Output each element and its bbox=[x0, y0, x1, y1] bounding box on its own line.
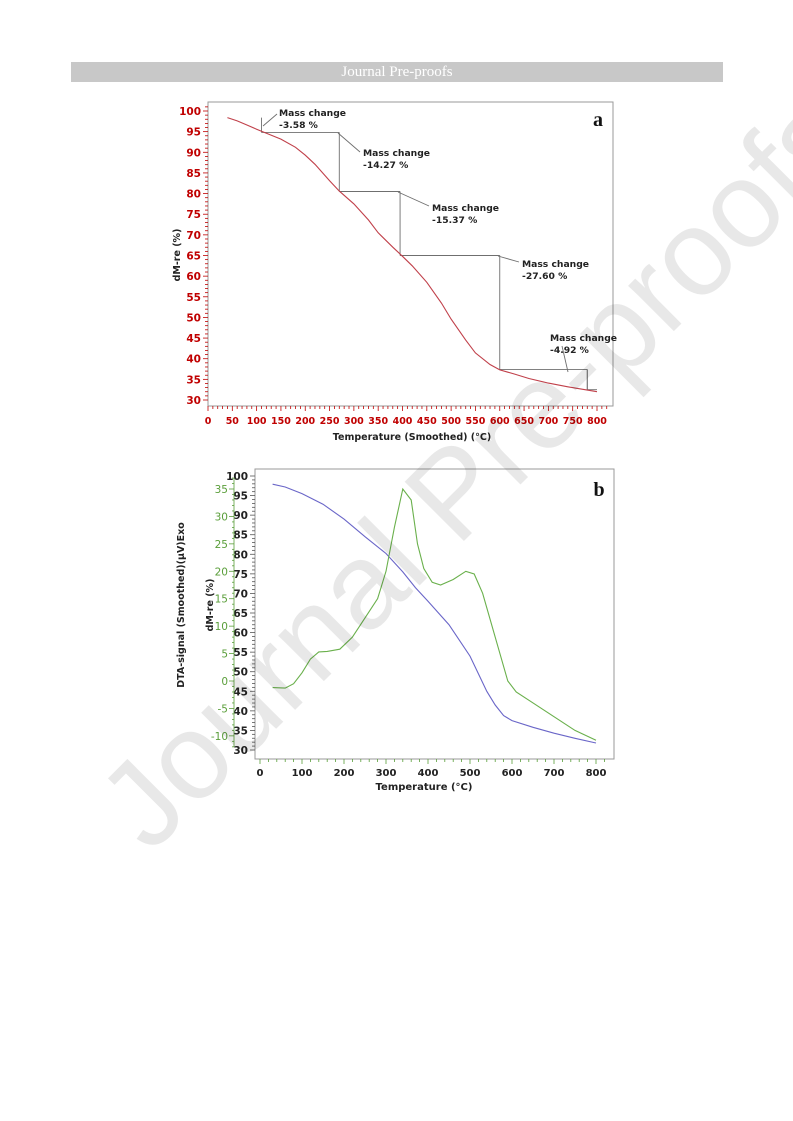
annotation-value: -27.60 % bbox=[522, 271, 567, 282]
x-tick-label: 300 bbox=[376, 768, 397, 779]
dm-y-tick-label: 100 bbox=[226, 471, 248, 483]
x-tick-label: 750 bbox=[563, 416, 583, 427]
dta-y-tick-label: 5 bbox=[221, 649, 228, 661]
dm-y-tick-label: 75 bbox=[233, 569, 248, 581]
dta-y-tick-label: 25 bbox=[215, 539, 228, 551]
annotation-value: -15.37 % bbox=[432, 215, 477, 226]
x-tick-label: 200 bbox=[295, 416, 315, 427]
x-tick-label: 350 bbox=[368, 416, 388, 427]
x-tick-label: 100 bbox=[247, 416, 267, 427]
dm-y-tick-label: 50 bbox=[233, 667, 248, 679]
dta-y-tick-label: 20 bbox=[215, 566, 228, 578]
y-tick-label: 100 bbox=[179, 106, 201, 118]
y-tick-label: 90 bbox=[186, 147, 201, 159]
y-tick-label: 85 bbox=[186, 168, 201, 180]
x-tick-label: 0 bbox=[205, 416, 212, 427]
annotation-label: Mass change bbox=[522, 259, 589, 270]
x-tick-label: 450 bbox=[417, 416, 437, 427]
dm-y-tick-label: 80 bbox=[233, 549, 248, 561]
dm-mass-line bbox=[272, 483, 597, 744]
x-tick-label: 700 bbox=[544, 768, 565, 779]
x-axis-label: Temperature (°C) bbox=[376, 782, 473, 793]
x-tick-label: 600 bbox=[490, 416, 510, 427]
y-tick-label: 50 bbox=[186, 312, 201, 324]
journal-banner: Journal Pre-proofs bbox=[71, 62, 723, 82]
y-tick-label: 70 bbox=[186, 230, 201, 242]
dm-y-tick-label: 95 bbox=[233, 491, 248, 503]
y-tick-label: 75 bbox=[186, 209, 201, 221]
plot-frame bbox=[207, 101, 614, 407]
y-tick-label: 65 bbox=[186, 251, 201, 263]
x-tick-label: 100 bbox=[292, 768, 313, 779]
dta-signal-line bbox=[272, 487, 597, 741]
y-tick-label: 35 bbox=[186, 374, 201, 386]
x-tick-label: 250 bbox=[320, 416, 340, 427]
x-tick-label: 400 bbox=[418, 768, 439, 779]
x-tick-label: 50 bbox=[226, 416, 240, 427]
dm-y-tick-label: 90 bbox=[233, 510, 248, 522]
dm-y-tick-label: 60 bbox=[233, 628, 248, 640]
annotation-value: -3.58 % bbox=[279, 120, 318, 131]
panel-label: b bbox=[593, 479, 604, 501]
plot-frame bbox=[254, 468, 615, 760]
annotation-label: Mass change bbox=[279, 108, 346, 119]
dm-y-tick-label: 65 bbox=[233, 608, 248, 620]
dta-y-tick-label: -10 bbox=[211, 731, 228, 743]
dta-y-tick-label: 0 bbox=[221, 676, 228, 688]
x-tick-label: 550 bbox=[466, 416, 486, 427]
annotation-leader-line bbox=[397, 191, 430, 207]
x-tick-label: 800 bbox=[587, 416, 607, 427]
x-tick-label: 700 bbox=[538, 416, 558, 427]
dm-y-tick-label: 85 bbox=[233, 530, 248, 542]
annotation-leader-line bbox=[497, 255, 520, 263]
annotation-leader-line bbox=[262, 113, 278, 127]
y-tick-label: 55 bbox=[186, 292, 201, 304]
annotation-leader-line bbox=[337, 132, 361, 153]
dta-y-tick-label: 10 bbox=[215, 621, 228, 633]
dm-y-tick-label: 35 bbox=[233, 725, 248, 737]
x-tick-label: 600 bbox=[502, 768, 523, 779]
dm-y-tick-label: 55 bbox=[233, 647, 248, 659]
dta-y-tick-label: 15 bbox=[215, 594, 228, 606]
annotation-label: Mass change bbox=[550, 333, 617, 344]
panel-label: a bbox=[593, 109, 603, 131]
dta-y-tick-label: 35 bbox=[215, 484, 228, 496]
x-tick-label: 800 bbox=[586, 768, 607, 779]
dta-y-tick-label: -5 bbox=[218, 703, 228, 715]
x-tick-label: 500 bbox=[460, 768, 481, 779]
x-tick-label: 500 bbox=[441, 416, 461, 427]
annotation-label: Mass change bbox=[432, 203, 499, 214]
y-tick-label: 80 bbox=[186, 189, 201, 201]
dm-y-tick-label: 40 bbox=[233, 706, 248, 718]
tga-mass-line bbox=[227, 117, 598, 393]
y-tick-label: 30 bbox=[186, 395, 201, 407]
x-tick-label: 650 bbox=[514, 416, 534, 427]
annotation-leader-line bbox=[561, 345, 569, 373]
x-tick-label: 300 bbox=[344, 416, 364, 427]
dm-y-tick-label: 70 bbox=[233, 588, 248, 600]
x-tick-label: 200 bbox=[334, 768, 355, 779]
dm-y-tick-label: 30 bbox=[233, 745, 248, 757]
y-tick-label: 45 bbox=[186, 333, 201, 345]
dm-y-tick-label: 45 bbox=[233, 686, 248, 698]
annotation-label: Mass change bbox=[363, 148, 430, 159]
x-tick-label: 400 bbox=[393, 416, 413, 427]
x-tick-label: 150 bbox=[271, 416, 291, 427]
dta-y-tick-label: 30 bbox=[215, 511, 228, 523]
y-tick-label: 60 bbox=[186, 271, 201, 283]
x-axis-label: Temperature (Smoothed) (°C) bbox=[333, 432, 491, 443]
dm-y-axis-label: dM-re (%) bbox=[205, 579, 216, 632]
annotation-value: -14.27 % bbox=[363, 160, 408, 171]
y-tick-label: 95 bbox=[186, 127, 201, 139]
x-tick-label: 0 bbox=[257, 768, 264, 779]
dta-y-axis-label: DTA-signal (Smoothed)(µV)Exo bbox=[176, 522, 187, 688]
annotation-value: -4.92 % bbox=[550, 345, 589, 356]
y-axis-label: dM-re (%) bbox=[172, 229, 183, 282]
y-tick-label: 40 bbox=[186, 354, 201, 366]
